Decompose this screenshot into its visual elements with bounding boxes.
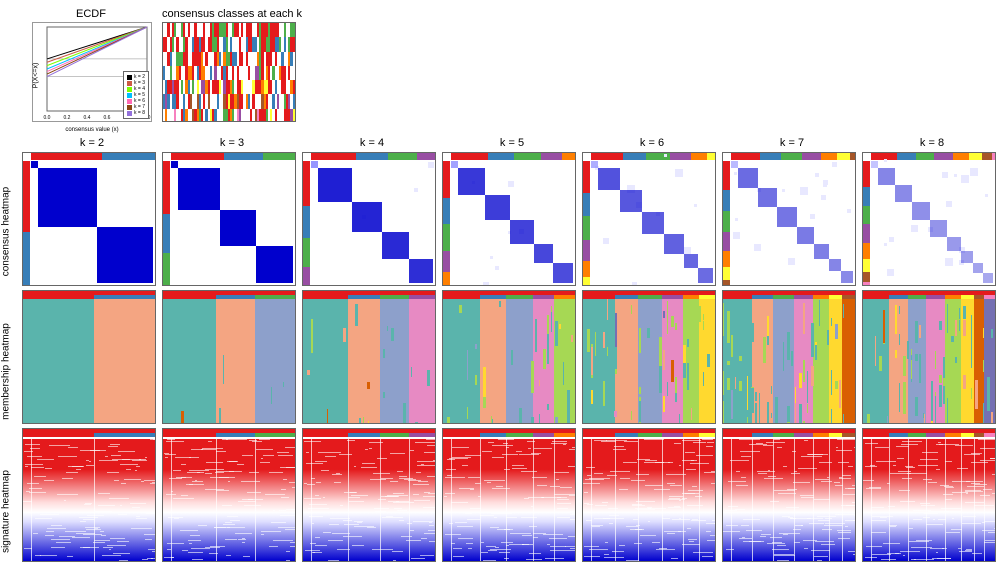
membership-heatmap-k4 xyxy=(302,290,436,424)
signature-heatmap-k7 xyxy=(722,428,856,562)
k-col-5: k = 5 xyxy=(442,134,582,576)
k-title: k = 3 xyxy=(162,134,302,152)
row-label-consensus: consensus heatmap xyxy=(4,156,22,296)
svg-text:0.6: 0.6 xyxy=(104,115,111,121)
consensus-heatmap-k5 xyxy=(442,152,576,286)
signature-heatmap-k4 xyxy=(302,428,436,562)
consensus-heatmap-k3 xyxy=(162,152,296,286)
ecdf-legend: k = 2k = 3k = 4k = 5k = 6k = 7k = 8 xyxy=(123,71,149,119)
consensus-classes-panel: consensus classes at each k xyxy=(162,8,302,128)
signature-heatmap-k2 xyxy=(22,428,156,562)
k-title: k = 8 xyxy=(862,134,1002,152)
consensus-classes-title: consensus classes at each k xyxy=(162,8,302,20)
consensus-classes-plot xyxy=(162,22,296,122)
signature-heatmap-k3 xyxy=(162,428,296,562)
k-title: k = 7 xyxy=(722,134,862,152)
ecdf-ylabel: P(X<=x) xyxy=(32,63,39,89)
k-col-4: k = 4 xyxy=(302,134,442,576)
k-col-8: k = 8 xyxy=(862,134,1002,576)
k-title: k = 2 xyxy=(22,134,162,152)
row-label-membership: membership heatmap xyxy=(4,296,22,436)
k-col-6: k = 6 xyxy=(582,134,722,576)
ecdf-panel: ECDF 0.00.20.40.60.81.0 P(X<=x) consensu… xyxy=(26,8,156,128)
k-title: k = 4 xyxy=(302,134,442,152)
membership-heatmap-k8 xyxy=(862,290,996,424)
consensus-heatmap-k6 xyxy=(582,152,716,286)
consensus-heatmap-k2 xyxy=(22,152,156,286)
k-col-2: k = 2 xyxy=(22,134,162,576)
svg-text:0.0: 0.0 xyxy=(44,115,51,121)
signature-heatmap-k8 xyxy=(862,428,996,562)
signature-heatmap-k5 xyxy=(442,428,576,562)
svg-text:0.4: 0.4 xyxy=(84,115,91,121)
consensus-heatmap-k4 xyxy=(302,152,436,286)
consensus-heatmap-k7 xyxy=(722,152,856,286)
row-label-signature: signature heatmap xyxy=(4,436,22,576)
k-col-3: k = 3 xyxy=(162,134,302,576)
signature-heatmap-k6 xyxy=(582,428,716,562)
ecdf-title: ECDF xyxy=(26,8,156,20)
svg-text:0.2: 0.2 xyxy=(64,115,71,121)
k-title: k = 5 xyxy=(442,134,582,152)
ecdf-xlabel: consensus value (x) xyxy=(65,127,118,133)
membership-heatmap-k6 xyxy=(582,290,716,424)
consensus-heatmap-k8 xyxy=(862,152,996,286)
membership-heatmap-k3 xyxy=(162,290,296,424)
k-col-7: k = 7 xyxy=(722,134,862,576)
membership-heatmap-k7 xyxy=(722,290,856,424)
membership-heatmap-k5 xyxy=(442,290,576,424)
k-title: k = 6 xyxy=(582,134,722,152)
ecdf-plot: 0.00.20.40.60.81.0 P(X<=x) consensus val… xyxy=(32,22,152,122)
membership-heatmap-k2 xyxy=(22,290,156,424)
